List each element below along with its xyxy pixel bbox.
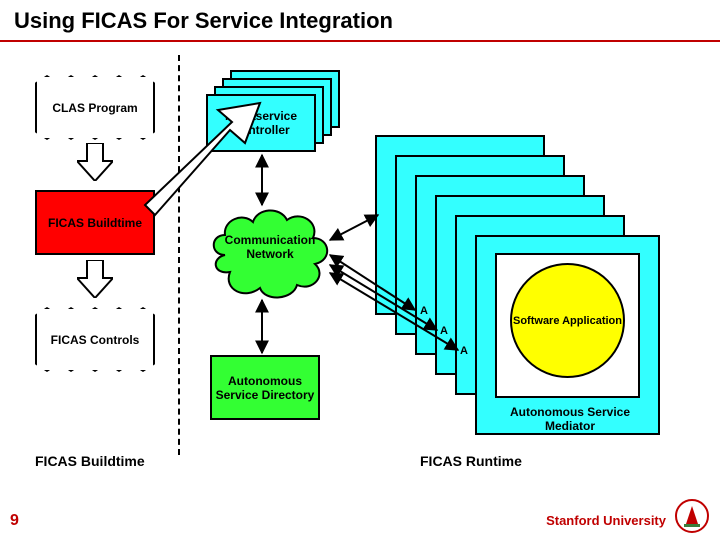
diagram-canvas: CLAS Program FICAS Buildtime FICAS Contr… <box>0 55 720 495</box>
connector-arrows <box>0 55 720 495</box>
university-seal-icon <box>674 498 710 534</box>
university-name: Stanford University <box>546 513 666 528</box>
page-title: Using FICAS For Service Integration <box>14 8 393 34</box>
footer: 9 Stanford University <box>0 504 720 534</box>
page-number: 9 <box>10 512 19 530</box>
title-rule <box>0 40 720 42</box>
